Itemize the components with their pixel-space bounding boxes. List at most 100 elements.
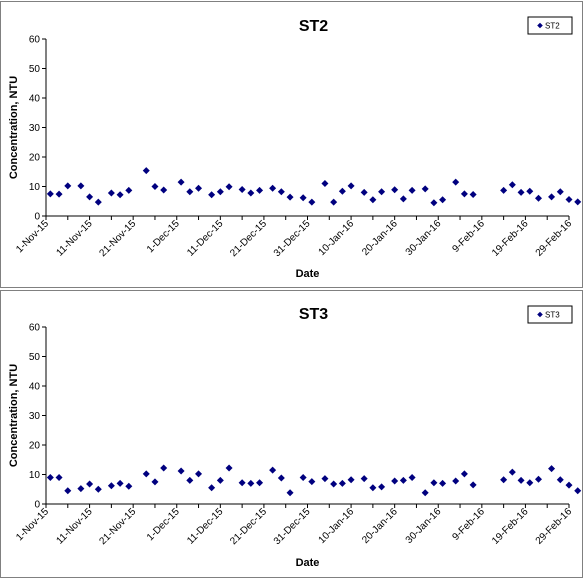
data-point-st2 [77, 182, 85, 190]
data-point-st2 [460, 190, 468, 198]
data-point-st3 [256, 479, 264, 487]
data-point-st3 [238, 479, 246, 487]
x-tick-label: 19-Feb-16 [490, 218, 531, 259]
x-tick-label: 21-Dec-15 [228, 218, 269, 259]
data-point-st3 [321, 475, 329, 483]
data-point-st2 [308, 198, 316, 206]
legend-marker [537, 311, 543, 318]
data-point-st2 [107, 189, 115, 197]
data-point-st3 [347, 476, 355, 484]
data-point-st2 [360, 188, 368, 196]
data-point-st3 [565, 481, 573, 489]
data-point-st2 [238, 185, 246, 193]
x-tick-label: 31-Dec-15 [272, 218, 313, 259]
data-point-st3 [439, 479, 447, 487]
data-point-st2 [116, 191, 124, 199]
data-point-st2 [208, 191, 216, 199]
x-tick-label: 11-Dec-15 [185, 218, 226, 259]
data-point-st3 [186, 476, 194, 484]
legend-label: ST3 [545, 311, 560, 320]
x-axis-label: Date [296, 268, 320, 280]
data-point-st2 [452, 178, 460, 186]
data-point-st2 [338, 187, 346, 195]
data-point-st2 [421, 185, 429, 193]
chart-title: ST3 [299, 306, 328, 323]
x-tick-label: 1-Dec-15 [145, 506, 182, 543]
data-point-st3 [391, 477, 399, 485]
data-point-st2 [86, 193, 94, 201]
data-point-st3 [107, 482, 115, 490]
data-point-st2 [408, 186, 416, 194]
data-point-st3 [299, 473, 307, 481]
data-point-st2 [247, 189, 255, 197]
chart-title: ST2 [299, 18, 328, 35]
data-point-st3 [195, 470, 203, 478]
y-tick-label: 0 [34, 500, 40, 511]
data-point-st3 [460, 470, 468, 478]
data-point-st2 [142, 167, 150, 175]
data-point-st3 [208, 484, 216, 492]
legend-label: ST2 [545, 22, 560, 31]
data-point-st2 [125, 186, 133, 194]
data-point-st2 [548, 193, 556, 201]
x-tick-label: 30-Jan-16 [404, 218, 444, 258]
data-point-st3 [64, 487, 72, 495]
data-point-st3 [430, 479, 438, 487]
data-point-st3 [369, 484, 377, 492]
data-point-st3 [77, 485, 85, 493]
data-point-st3 [216, 476, 224, 484]
data-point-st2 [430, 199, 438, 207]
data-point-st3 [116, 479, 124, 487]
data-point-st2 [277, 188, 285, 196]
data-point-st2 [565, 195, 573, 203]
legend: ST3 [527, 305, 573, 324]
y-tick-label: 30 [29, 123, 41, 134]
scatter-chart-st3: ST3 0 10 20 30 40 50 60 1-Nov-15 11-Nov-15 21-Nov-… [8, 305, 582, 569]
x-tick-label: 11-Nov-15 [54, 218, 95, 259]
y-tick-label: 0 [34, 212, 40, 223]
legend-marker [537, 22, 543, 29]
data-point-st2 [369, 196, 377, 204]
data-point-st3 [408, 473, 416, 481]
x-tick-label: 21-Nov-15 [97, 218, 138, 259]
data-point-st3 [526, 479, 534, 487]
data-point-st3 [225, 464, 233, 472]
data-point-st3 [177, 467, 185, 475]
legend: ST2 [527, 16, 573, 35]
y-tick-label: 20 [29, 441, 41, 452]
data-point-st2 [556, 188, 564, 196]
y-tick-label: 50 [29, 352, 41, 363]
data-point-st3 [548, 465, 556, 473]
data-point-st2 [517, 188, 525, 196]
data-point-st3 [125, 482, 133, 490]
x-tick-label: 20-Jan-16 [360, 506, 400, 546]
x-tick-label: 11-Dec-15 [185, 506, 226, 547]
data-point-st2 [256, 186, 264, 194]
data-point-st2 [347, 182, 355, 190]
x-tick-label: 31-Dec-15 [272, 506, 313, 547]
x-tick-label: 10-Jan-16 [317, 506, 357, 546]
x-axis-label: Date [296, 557, 320, 569]
x-tick-label: 9-Feb-16 [450, 218, 487, 255]
data-point-st3 [421, 489, 429, 497]
data-point-st3 [46, 473, 54, 481]
data-point-st2 [508, 181, 516, 189]
data-point-st2 [151, 183, 159, 190]
data-point-st3 [142, 470, 150, 478]
data-point-st2 [46, 190, 54, 198]
y-tick-label: 60 [29, 35, 41, 46]
data-point-st3 [330, 480, 338, 488]
data-point-st2 [286, 193, 294, 201]
y-tick-label: 10 [29, 470, 41, 481]
data-point-st3 [360, 475, 368, 483]
x-tick-label: 29-Feb-16 [534, 218, 575, 259]
data-point-st3 [378, 483, 386, 491]
chart-panel-st2: ST2 0 10 20 30 40 50 60 1-Nov-15 11-Nov-15 21-Nov-… [0, 1, 583, 288]
y-tick-label: 20 [29, 153, 41, 164]
data-point-st3 [286, 489, 294, 497]
data-point-st2 [391, 186, 399, 194]
data-point-st3 [574, 487, 582, 495]
y-tick-label: 60 [29, 323, 41, 334]
y-axis-label: Concentration, NTU [8, 76, 20, 179]
data-point-st3 [277, 474, 285, 482]
